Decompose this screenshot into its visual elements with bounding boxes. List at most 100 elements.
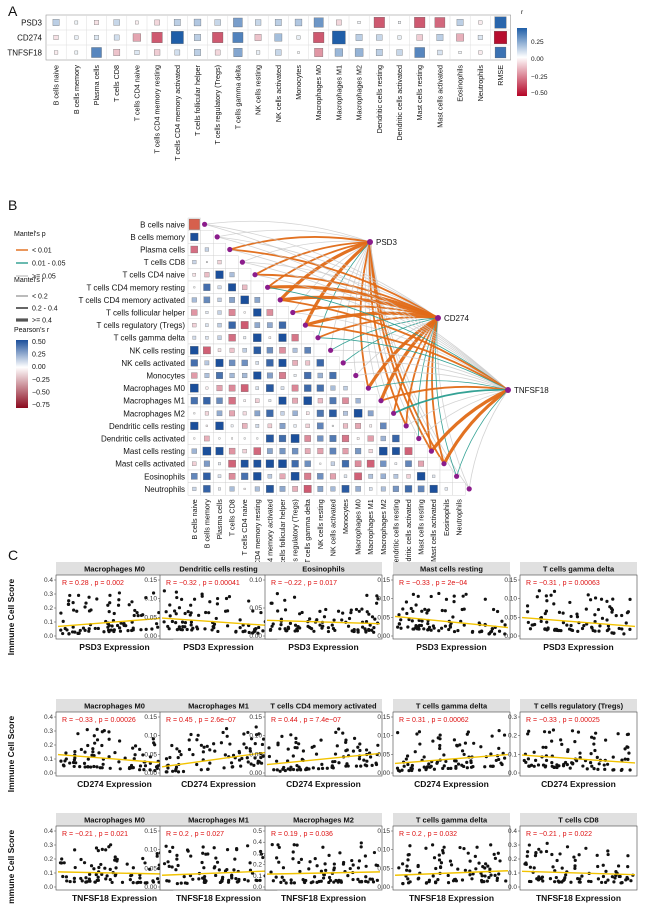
scatter-point: [123, 756, 127, 760]
scatter-point: [333, 752, 338, 756]
scatter-point: [620, 613, 624, 618]
scatter-point: [87, 595, 91, 599]
heatmap-cell: [214, 19, 221, 26]
mantel-edge: [417, 317, 439, 439]
scatter-point: [132, 757, 136, 761]
scatter-point: [289, 881, 293, 885]
scatter-point: [595, 755, 599, 759]
scatter-point: [174, 590, 178, 594]
heatmap-cell: [214, 49, 221, 56]
scatter-title: T cells CD4 memory activated: [270, 702, 377, 711]
scatter-point: [280, 734, 284, 738]
scatter-point: [566, 749, 570, 754]
scatter-point: [275, 856, 279, 860]
scatter-point: [424, 846, 428, 850]
heatmap-col-label: NK cells resting: [254, 65, 263, 115]
scatter-point: [486, 864, 490, 868]
scatter-point: [153, 768, 157, 773]
scatter-point: [131, 866, 135, 870]
scatter-point: [195, 738, 199, 742]
scatter-title: Macrophages M2: [293, 816, 354, 825]
scatter-point: [61, 631, 65, 636]
scatter-point: [416, 864, 420, 869]
pearson-cell: [339, 369, 353, 383]
heatmap-cell: [296, 35, 301, 40]
scatter-point: [186, 610, 190, 614]
scatter-x-label: TNFSF18 Expression: [72, 893, 157, 903]
scatter-point: [548, 877, 553, 881]
scatter-strip: [160, 813, 277, 826]
scatter-point: [489, 752, 493, 756]
scatter-point: [535, 595, 539, 599]
pearson-cell: [301, 331, 315, 345]
scatter-point: [479, 745, 483, 749]
pearson-square: [393, 474, 399, 479]
scatter-point: [469, 759, 473, 763]
scatter-point: [67, 632, 71, 636]
scatter-point: [406, 877, 410, 881]
scatter-point: [201, 845, 205, 849]
heatmap-cell: [53, 35, 59, 40]
heatmap-cell: [494, 46, 507, 59]
heatmap-col-label: Monocytes: [294, 65, 303, 100]
scatter-tick-label: 0.10: [144, 596, 157, 603]
pearson-square: [317, 398, 323, 404]
scatter-point: [543, 627, 547, 631]
scatter-point: [78, 765, 82, 769]
scatter-point: [503, 756, 507, 760]
mantel-node: [227, 246, 233, 253]
scatter-point: [422, 627, 426, 631]
scatter-point: [226, 624, 230, 628]
scatter-point: [623, 757, 627, 761]
scatter-point: [95, 727, 99, 731]
scatter-point: [145, 881, 149, 885]
scatter-point: [107, 737, 111, 741]
pearson-square: [278, 434, 287, 443]
pearson-square: [216, 385, 223, 392]
scatter-point: [177, 625, 182, 629]
pearson-square: [380, 422, 387, 430]
pearson-square: [304, 346, 312, 354]
pearson-square: [292, 397, 298, 404]
scatter-point: [341, 611, 345, 615]
mantel-col-label: T cells CD4 naive: [240, 499, 249, 555]
scatter-point: [301, 878, 305, 882]
scatter-point: [404, 757, 408, 761]
scatter-strip: [265, 562, 382, 575]
pearson-square: [355, 486, 361, 492]
pearson-square: [417, 472, 426, 481]
scatter-point: [569, 614, 573, 619]
scatter-strip: [393, 813, 510, 826]
pearson-square: [380, 435, 386, 442]
scatter-point: [98, 766, 102, 770]
scatter-point: [215, 860, 220, 864]
scatter-point: [84, 876, 88, 880]
scatter-point: [206, 852, 210, 856]
scatter-point: [212, 742, 216, 746]
mantel-row-label: Mast cells resting: [123, 447, 185, 456]
scatter-point: [118, 629, 123, 633]
scatter-trendline: [394, 753, 509, 765]
scatter-point: [323, 862, 327, 866]
scatter-point: [341, 731, 345, 735]
pearson-square: [429, 484, 438, 493]
scatter-point: [272, 768, 276, 772]
scatter-point: [138, 768, 142, 772]
scatter-point: [351, 877, 355, 882]
scatter-point: [138, 876, 142, 880]
scatter-point: [275, 768, 279, 772]
scatter-point: [113, 874, 117, 878]
scatter-point: [298, 869, 302, 874]
scatter-tick-label: 0.15: [377, 577, 390, 584]
pearson-square: [192, 335, 197, 340]
scatter-point: [100, 730, 104, 734]
scatter-point: [364, 629, 368, 633]
scatter-point: [248, 747, 252, 751]
pearson-square: [366, 459, 375, 468]
scatter-point: [570, 729, 575, 733]
scatter-point: [374, 761, 378, 765]
scatter-point: [81, 626, 86, 630]
mantel-node: [416, 435, 422, 442]
pearson-square: [241, 359, 248, 367]
scatter-point: [201, 851, 205, 855]
